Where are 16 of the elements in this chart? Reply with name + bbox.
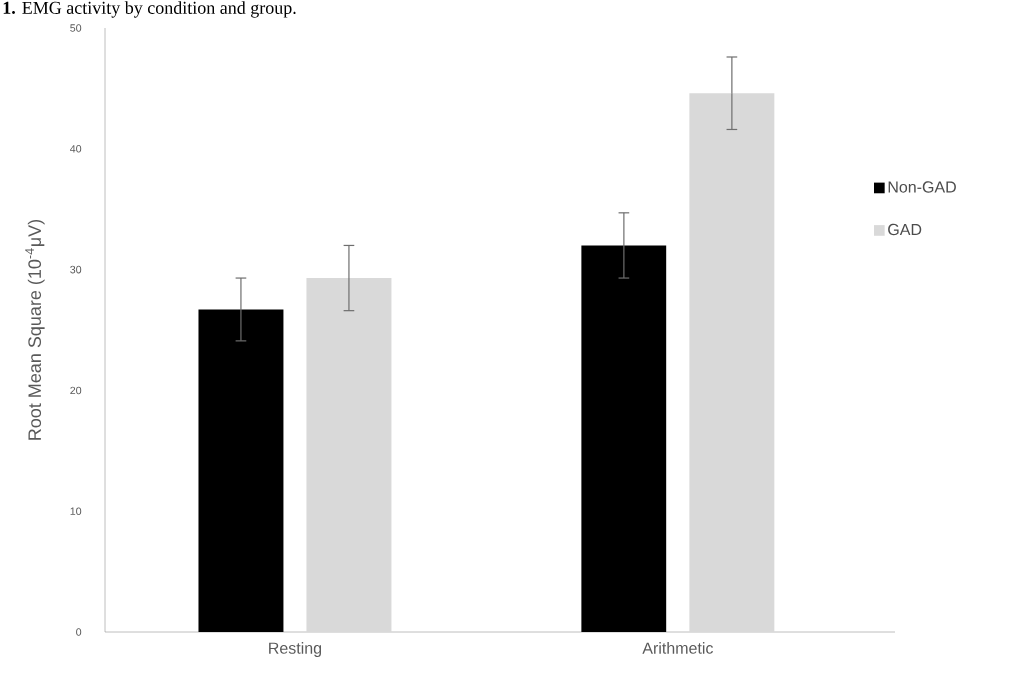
y-tick-label: 10: [70, 507, 82, 515]
y-tick-label: 30: [70, 265, 82, 274]
bar: [198, 309, 284, 632]
y-axis-title: Root Mean Square (10$^{-4}$μV): [25, 219, 45, 440]
bar: [306, 278, 392, 632]
x-tick-label: Resting: [269, 642, 322, 657]
y-tick-label: 50: [70, 24, 82, 32]
legend-label: Non-GAD: [888, 181, 956, 193]
chart-title: 1. EMG activity by condition and group.: [3, 1, 296, 18]
bar: [581, 245, 667, 632]
y-tick-label: 0: [76, 628, 82, 636]
x-tick-label: Arithmetic: [642, 642, 714, 654]
bar: [689, 93, 775, 632]
legend-label: GAD: [888, 223, 922, 236]
y-tick-label: 20: [70, 386, 82, 395]
y-tick-label: 40: [70, 145, 82, 153]
